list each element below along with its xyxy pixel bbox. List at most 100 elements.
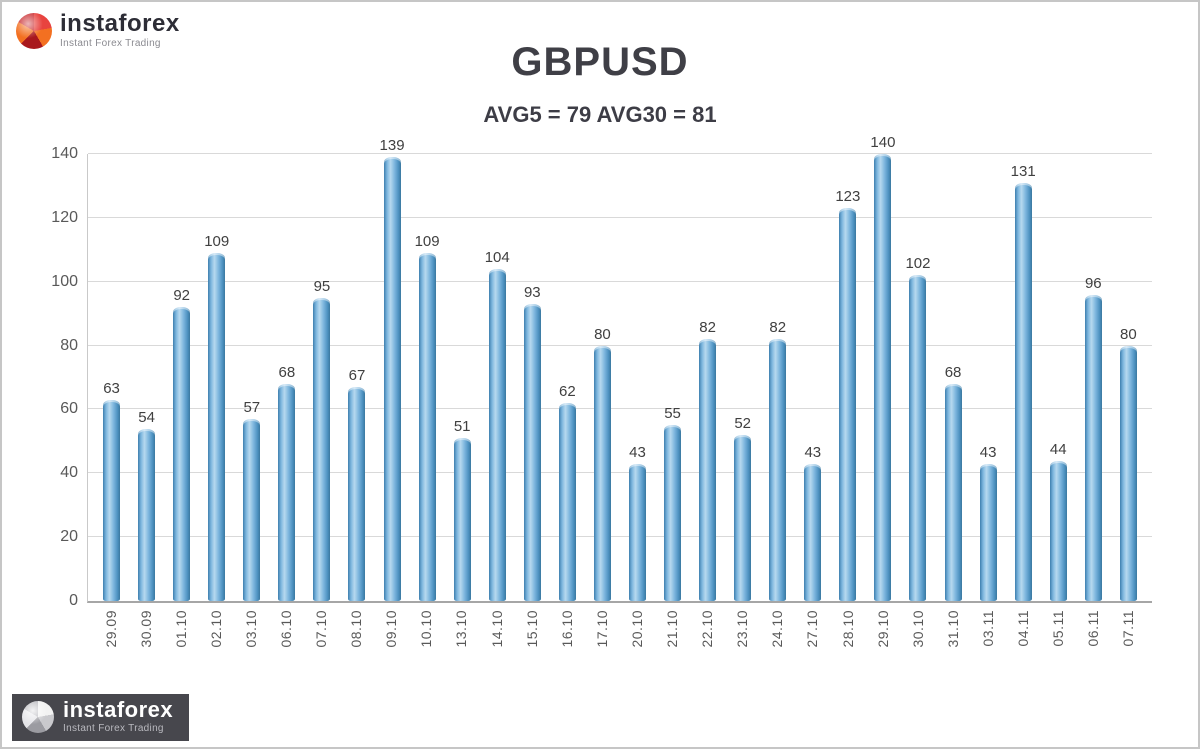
x-tick: 06.10 bbox=[268, 603, 303, 687]
x-axis-category-label: 04.11 bbox=[1014, 610, 1031, 647]
bar-value-label: 68 bbox=[278, 363, 296, 381]
bar bbox=[103, 399, 121, 601]
x-axis-category-label: 22.10 bbox=[699, 610, 716, 648]
bar bbox=[839, 208, 857, 601]
bar bbox=[979, 463, 997, 601]
bar-group: 44 bbox=[1041, 154, 1076, 601]
bar-group: 43 bbox=[971, 154, 1006, 601]
x-tick: 03.10 bbox=[233, 603, 268, 687]
bar-value-label: 96 bbox=[1084, 274, 1102, 292]
x-tick: 08.10 bbox=[339, 603, 374, 687]
bar bbox=[909, 275, 927, 601]
x-tick: 05.11 bbox=[1041, 603, 1076, 687]
bar bbox=[243, 419, 261, 601]
bar-group: 96 bbox=[1076, 154, 1111, 601]
bar-value-label: 80 bbox=[594, 325, 611, 343]
bar-group: 82 bbox=[760, 154, 795, 601]
bar-group: 68 bbox=[269, 154, 304, 601]
bar-chart: 63 54 92 109 57 68 95 67 139 109 51 104 93 62 80 43 55 82… bbox=[37, 134, 1152, 687]
chart-subtitle: AVG5 = 79 AVG30 = 81 bbox=[483, 102, 717, 127]
bar-group: 102 bbox=[900, 154, 935, 601]
bar bbox=[278, 383, 296, 601]
x-axis-category-label: 29.10 bbox=[874, 610, 891, 648]
plot-area: 63 54 92 109 57 68 95 67 139 109 51 104 93 62 80 43 55 82… bbox=[51, 134, 1152, 609]
bar bbox=[523, 304, 541, 601]
instaforex-ball-icon-footer bbox=[22, 700, 54, 733]
bar-group: 43 bbox=[795, 154, 830, 601]
x-tick: 21.10 bbox=[655, 603, 690, 687]
bar bbox=[1119, 345, 1137, 601]
x-axis-labels: 29.09 30.09 01.10 02.10 03.10 06.10 07.10 08.10… bbox=[87, 603, 1152, 687]
bar-value-label: 139 bbox=[379, 137, 405, 155]
instaforex-logo-footer: instaforex Instant Forex Trading bbox=[12, 694, 190, 741]
bar-group: 68 bbox=[936, 154, 971, 601]
x-axis-category-label: 03.11 bbox=[979, 610, 996, 647]
bar-group: 109 bbox=[410, 154, 445, 601]
x-tick: 01.10 bbox=[163, 603, 198, 687]
x-tick: 16.10 bbox=[549, 603, 584, 687]
bar-value-label: 82 bbox=[699, 319, 716, 337]
bar-group: 82 bbox=[690, 154, 725, 601]
bar bbox=[1049, 460, 1067, 601]
bar-value-label: 52 bbox=[734, 414, 751, 432]
logo-footer-tagline: Instant Forex Trading bbox=[63, 723, 164, 734]
bar bbox=[664, 425, 682, 601]
bar-group: 80 bbox=[585, 154, 620, 601]
x-tick: 03.11 bbox=[970, 603, 1005, 687]
bar bbox=[488, 268, 506, 601]
bar bbox=[1014, 182, 1032, 601]
bar-group: 57 bbox=[234, 154, 269, 601]
logo-name: instaforex bbox=[60, 10, 180, 37]
bar-group: 51 bbox=[445, 154, 480, 601]
gridline bbox=[88, 280, 1152, 282]
x-axis-category-label: 28.10 bbox=[839, 610, 856, 648]
x-tick: 07.11 bbox=[1111, 603, 1146, 687]
bar bbox=[208, 252, 226, 601]
bar-value-label: 104 bbox=[484, 248, 510, 266]
gridline bbox=[88, 408, 1152, 410]
bar-value-label: 44 bbox=[1049, 440, 1067, 458]
bar bbox=[138, 428, 156, 601]
bar-value-label: 55 bbox=[664, 405, 681, 423]
bar-group: 52 bbox=[725, 154, 760, 601]
bar-group: 95 bbox=[304, 154, 339, 601]
x-tick: 30.10 bbox=[900, 603, 935, 687]
x-tick: 09.10 bbox=[374, 603, 409, 687]
x-axis-category-label: 03.10 bbox=[242, 610, 259, 648]
x-tick: 30.09 bbox=[128, 603, 163, 687]
x-tick: 06.11 bbox=[1076, 603, 1111, 687]
y-axis-tick-label: 80 bbox=[60, 336, 78, 354]
y-axis-tick-label: 140 bbox=[51, 145, 78, 162]
x-tick: 14.10 bbox=[479, 603, 514, 687]
x-axis-category-label: 07.11 bbox=[1120, 610, 1137, 647]
bar bbox=[944, 383, 962, 601]
x-tick: 15.10 bbox=[514, 603, 549, 687]
x-axis-category-label: 10.10 bbox=[418, 610, 435, 648]
x-tick: 27.10 bbox=[795, 603, 830, 687]
bar-group: 43 bbox=[620, 154, 655, 601]
bar-value-label: 109 bbox=[414, 232, 440, 250]
x-tick: 07.10 bbox=[304, 603, 339, 687]
bar bbox=[734, 434, 752, 601]
bar-group: 104 bbox=[480, 154, 515, 601]
bar-series: 63 54 92 109 57 68 95 67 139 109 51 104 93 62 80 43 55 82… bbox=[88, 134, 1152, 601]
x-axis-category-label: 09.10 bbox=[383, 610, 400, 648]
x-axis-category-label: 30.09 bbox=[137, 610, 154, 648]
bar-group: 109 bbox=[199, 154, 234, 601]
bar bbox=[699, 339, 717, 601]
bar bbox=[1084, 294, 1102, 601]
bar-value-label: 43 bbox=[629, 443, 646, 461]
x-tick: 13.10 bbox=[444, 603, 479, 687]
bar bbox=[558, 403, 576, 601]
bar-group: 55 bbox=[655, 154, 690, 601]
x-axis-category-label: 29.09 bbox=[102, 610, 119, 648]
x-axis-category-label: 06.11 bbox=[1085, 610, 1102, 647]
x-axis-category-label: 08.10 bbox=[348, 610, 365, 648]
x-axis-category-label: 06.10 bbox=[278, 610, 295, 648]
x-axis-category-label: 21.10 bbox=[664, 610, 681, 648]
logo-footer-name: instaforex bbox=[63, 697, 174, 722]
x-axis-category-label: 01.10 bbox=[172, 610, 189, 648]
bar-value-label: 123 bbox=[835, 188, 861, 206]
x-axis-category-label: 15.10 bbox=[523, 610, 540, 648]
